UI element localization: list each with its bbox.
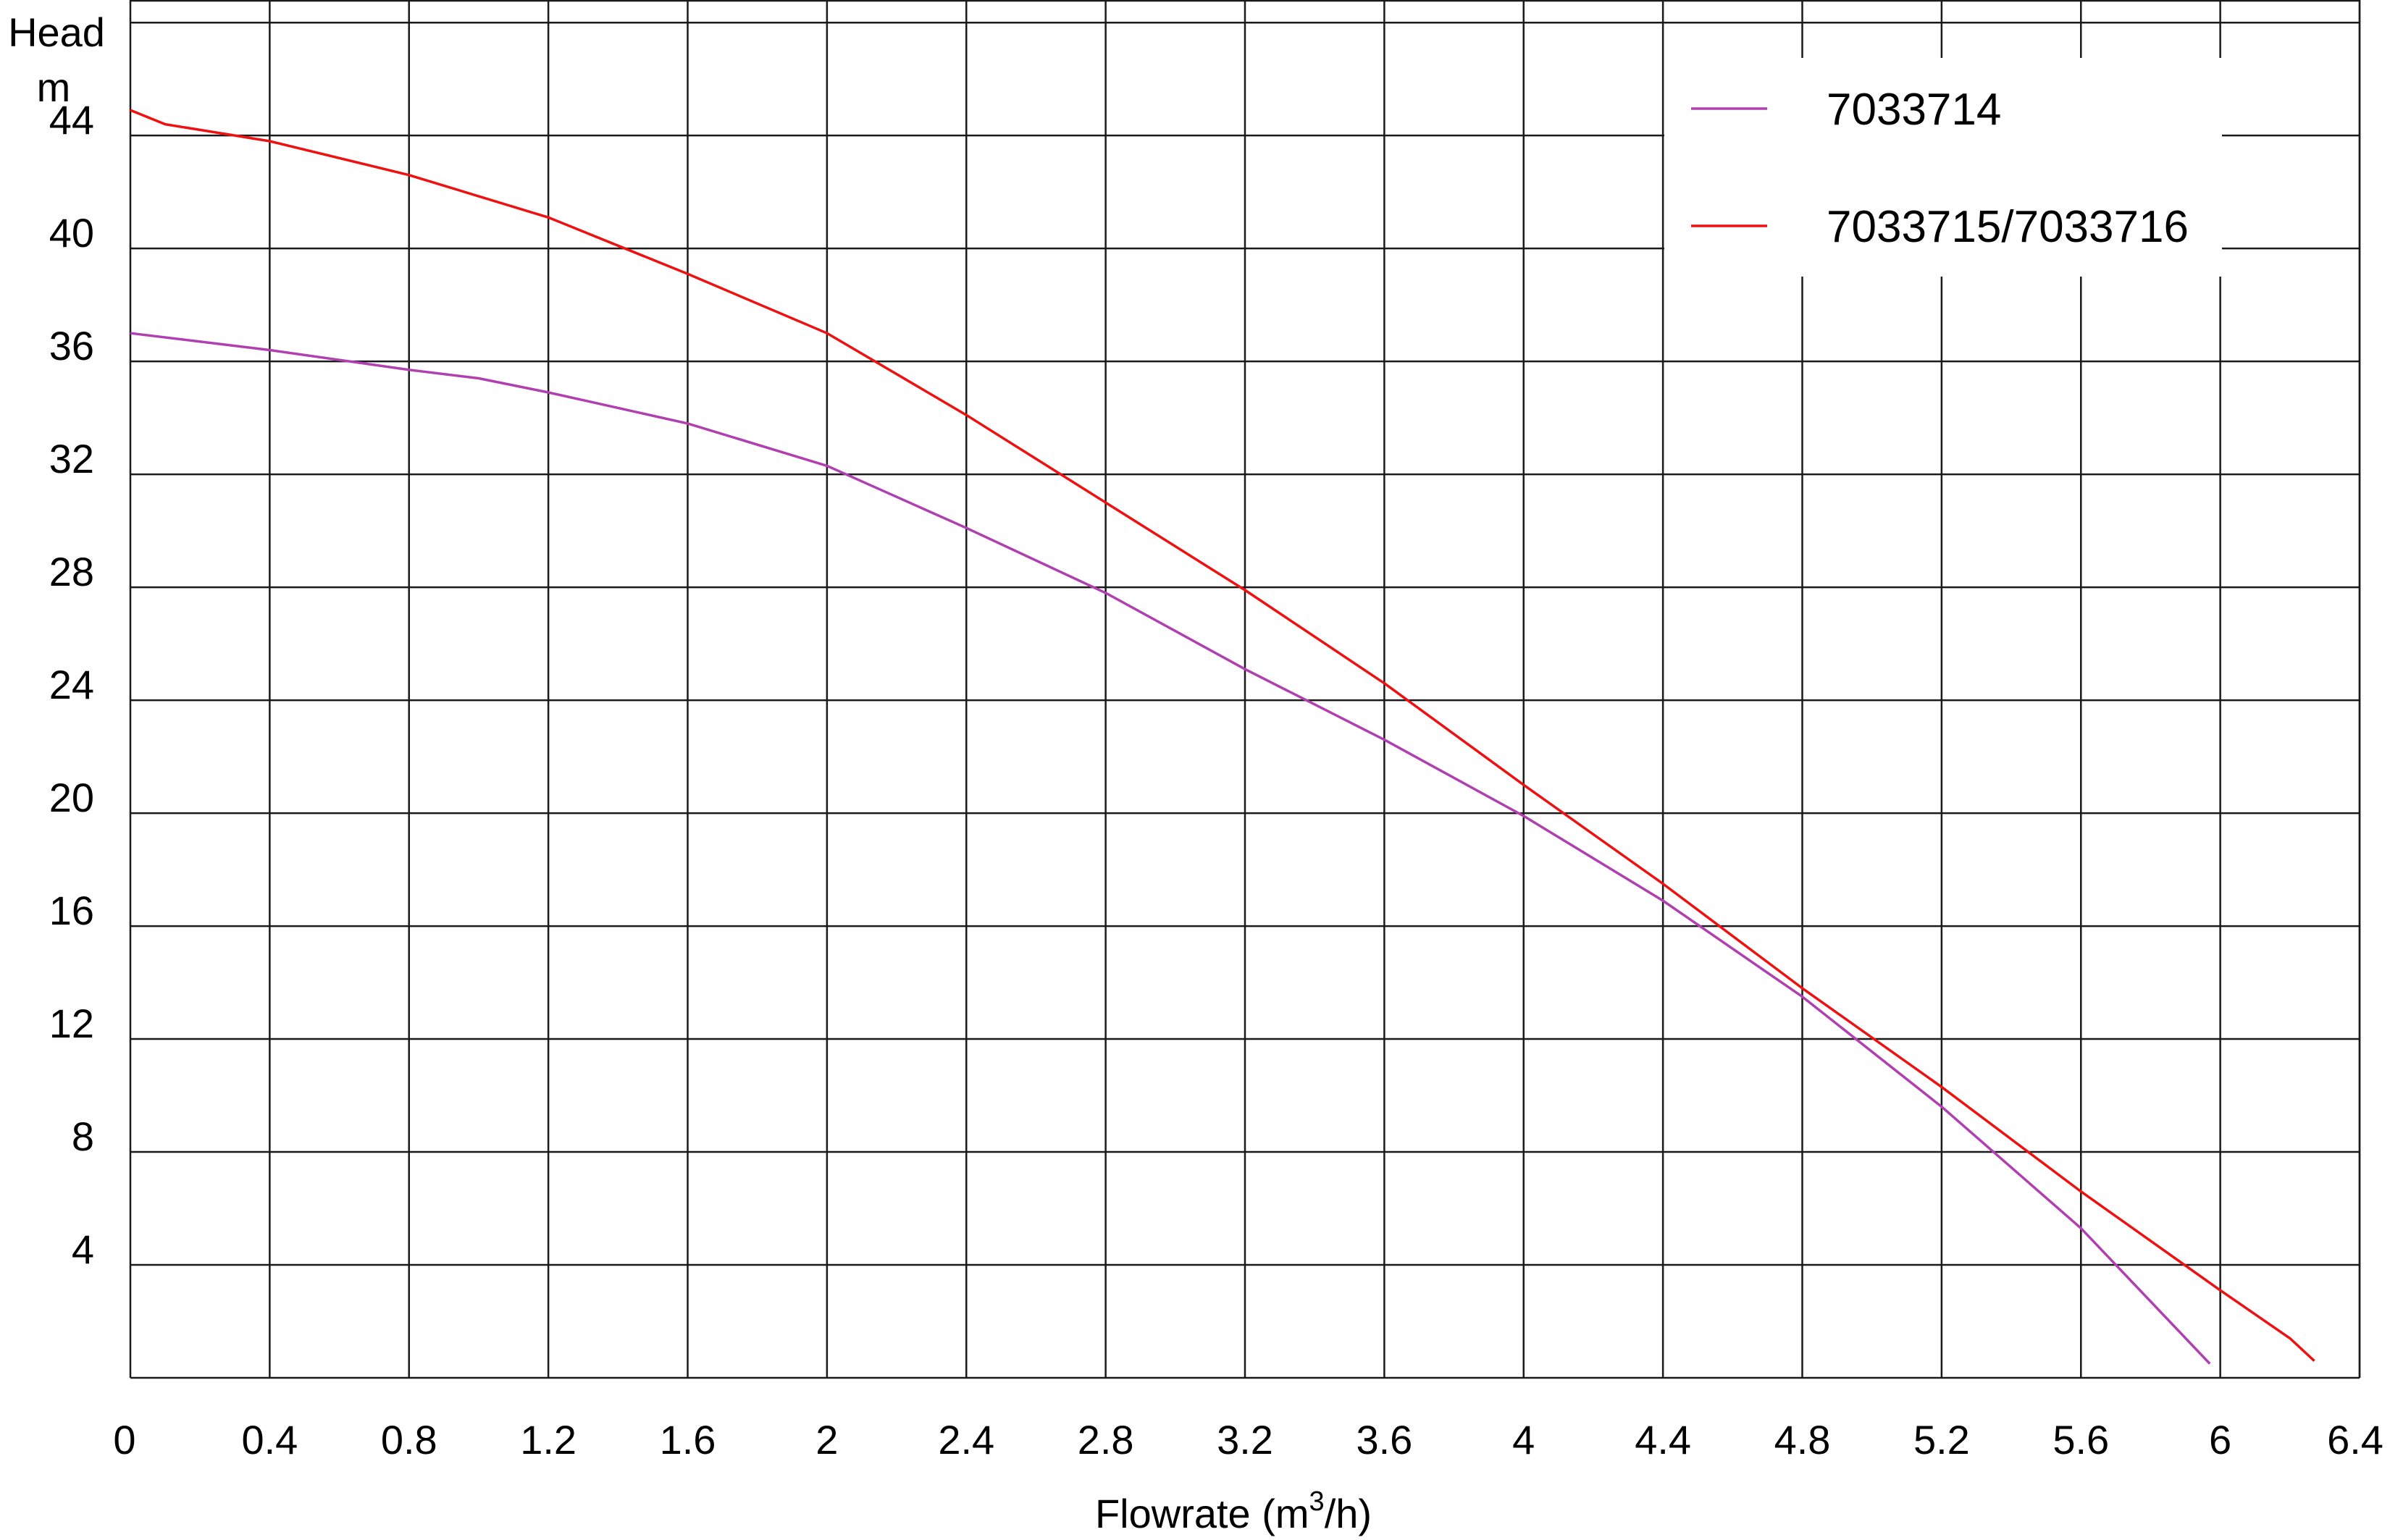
y-tick-label: 24 bbox=[49, 662, 94, 707]
x-tick-label: 1.2 bbox=[520, 1417, 576, 1463]
legend-box bbox=[1664, 58, 2222, 277]
x-tick-label: 2 bbox=[815, 1417, 838, 1463]
x-tick-label: 1.6 bbox=[660, 1417, 716, 1463]
y-tick-label: 44 bbox=[49, 97, 94, 143]
x-tick-labels: 0 0.4 0.8 1.2 1.6 2 2.4 2.8 3.2 3.6 4 4.4 4.8 5.2 5.6 6… bbox=[113, 1417, 2383, 1463]
x-tick-label: 0 bbox=[113, 1417, 135, 1463]
x-tick-label: 3.6 bbox=[1356, 1417, 1412, 1463]
x-tick-label: 2.8 bbox=[1078, 1417, 1134, 1463]
x-tick-label: 3.2 bbox=[1217, 1417, 1273, 1463]
y-tick-label: 40 bbox=[49, 210, 94, 256]
x-tick-label: 6 bbox=[2209, 1417, 2231, 1463]
y-tick-label: 12 bbox=[49, 1001, 94, 1046]
legend: 7033714 7033715/7033716 bbox=[1691, 85, 2189, 252]
x-tick-label: 4 bbox=[1512, 1417, 1535, 1463]
y-tick-label: 8 bbox=[72, 1114, 94, 1159]
x-tick-label: 0.8 bbox=[381, 1417, 437, 1463]
y-tick-label: 28 bbox=[49, 549, 94, 594]
y-tick-label: 16 bbox=[49, 888, 94, 933]
y-tick-label: 4 bbox=[72, 1226, 94, 1272]
legend-label-2: 7033715/7033716 bbox=[1827, 202, 2189, 252]
y-axis-title-head: Head bbox=[8, 9, 105, 55]
y-tick-label: 32 bbox=[49, 436, 94, 481]
y-tick-label: 36 bbox=[49, 323, 94, 369]
x-tick-label: 5.2 bbox=[1913, 1417, 1970, 1463]
x-tick-label: 0.4 bbox=[241, 1417, 298, 1463]
x-axis-title-suffix: /h) bbox=[1325, 1491, 1372, 1536]
x-axis-title: Flowrate (m3/h) bbox=[1095, 1486, 1372, 1536]
series-lines bbox=[130, 109, 2315, 1365]
x-tick-label: 6.4 bbox=[2327, 1417, 2383, 1463]
y-tick-label: 20 bbox=[49, 775, 94, 820]
y-tick-labels: 4 8 12 16 20 24 28 32 36 40 44 bbox=[49, 97, 94, 1272]
x-tick-label: 5.6 bbox=[2053, 1417, 2109, 1463]
x-axis-title-prefix: Flowrate (m bbox=[1095, 1491, 1309, 1536]
x-tick-label: 4.4 bbox=[1635, 1417, 1691, 1463]
y-axis-title-unit: m bbox=[37, 64, 71, 110]
grid bbox=[129, 0, 2361, 1379]
x-tick-label: 2.4 bbox=[938, 1417, 994, 1463]
series-line-1 bbox=[130, 332, 2211, 1365]
x-tick-label: 4.8 bbox=[1774, 1417, 1831, 1463]
x-axis-title-superscript: 3 bbox=[1309, 1486, 1325, 1517]
series-line-2 bbox=[130, 109, 2315, 1362]
legend-label-1: 7033714 bbox=[1827, 85, 2001, 135]
